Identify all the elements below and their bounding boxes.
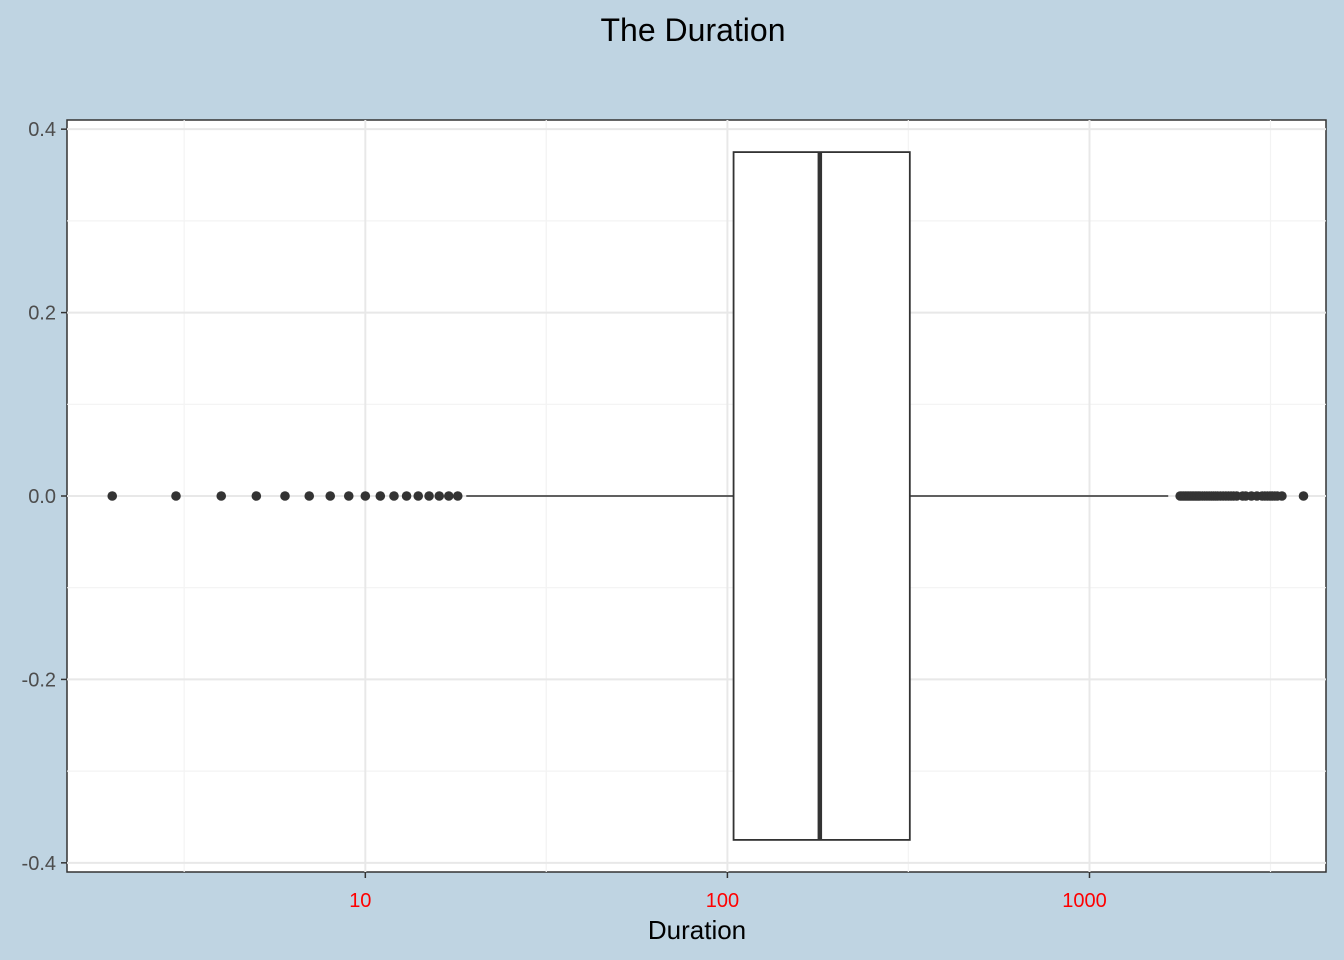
outlier-point-low: [443, 491, 454, 501]
y-tick-label: -0.4: [22, 853, 56, 875]
outlier-point-high: [1277, 491, 1287, 501]
outlier-point-low: [375, 491, 386, 501]
y-tick-label: 0.0: [28, 486, 56, 508]
outlier-point-low: [413, 491, 424, 501]
x-axis-title: Duration: [648, 915, 746, 945]
outlier-point-low: [107, 491, 118, 501]
outlier-point-high: [1298, 491, 1309, 501]
y-tick-label: 0.2: [28, 303, 56, 325]
x-tick-label: 1000: [1062, 890, 1107, 912]
box-elements: [466, 151, 1169, 841]
axes: 0.4 0.2 0.0 -0.2 -0.4 10 100 1000: [22, 119, 1107, 912]
outlier-point-low: [360, 491, 371, 501]
outlier-point-low: [280, 491, 290, 501]
outlier-point-low: [401, 491, 412, 501]
outlier-point-low: [389, 491, 399, 501]
outlier-point-low: [325, 491, 336, 501]
outlier-point-low: [424, 491, 434, 501]
outlier-point-low: [434, 491, 445, 501]
outlier-point-low: [216, 491, 227, 501]
outlier-point-low: [452, 491, 463, 501]
chart-title: The Duration: [601, 12, 786, 48]
outlier-point-low: [304, 491, 315, 501]
x-tick-label: 100: [706, 890, 739, 912]
outlier-point-low: [171, 491, 181, 501]
y-tick-label: -0.2: [22, 669, 56, 691]
outlier-point-low: [343, 491, 354, 501]
y-tick-label: 0.4: [28, 119, 56, 141]
outlier-point-low: [251, 491, 262, 501]
outlier-points: [107, 491, 1309, 501]
x-tick-label: 10: [349, 890, 371, 912]
